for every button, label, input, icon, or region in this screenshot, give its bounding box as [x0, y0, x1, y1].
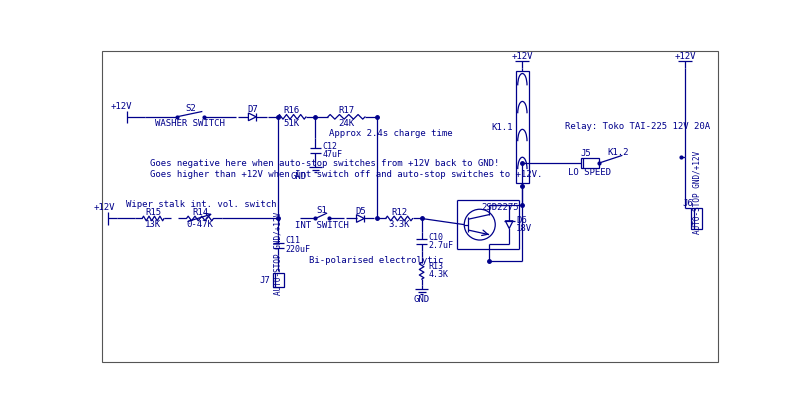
Text: R16: R16: [284, 106, 300, 115]
Text: R17: R17: [338, 106, 354, 115]
Text: LO SPEED: LO SPEED: [568, 168, 611, 177]
Text: Bi-polarised electrolytic: Bi-polarised electrolytic: [310, 256, 444, 265]
Text: 47uF: 47uF: [322, 150, 342, 159]
Text: R15: R15: [145, 208, 161, 217]
Text: 18V: 18V: [516, 224, 532, 233]
Text: AUTO-STOP GND/+12V: AUTO-STOP GND/+12V: [274, 212, 282, 295]
Text: Approx 2.4s charge time: Approx 2.4s charge time: [329, 129, 452, 138]
Text: INT SWITCH: INT SWITCH: [295, 221, 349, 230]
Text: 3.3K: 3.3K: [389, 220, 410, 229]
Text: J5: J5: [581, 149, 591, 158]
Text: GND: GND: [414, 295, 430, 304]
Text: 2SD2275: 2SD2275: [482, 203, 519, 212]
Text: WASHER SWITCH: WASHER SWITCH: [155, 119, 226, 128]
Text: C10: C10: [429, 233, 443, 242]
Text: J6: J6: [682, 199, 693, 208]
Text: S2: S2: [185, 104, 196, 113]
Text: 4.3K: 4.3K: [429, 270, 449, 279]
Text: 13K: 13K: [145, 220, 161, 229]
Text: C12: C12: [322, 142, 338, 151]
Bar: [691, 208, 702, 229]
Text: Goes higher than +12V when Int switch off and auto-stop switches to +12V.: Goes higher than +12V when Int switch of…: [150, 170, 542, 179]
Bar: [516, 72, 529, 183]
Text: 2.7uF: 2.7uF: [429, 241, 454, 250]
Text: GND: GND: [290, 173, 306, 182]
Text: 24K: 24K: [338, 119, 354, 128]
Text: 220uF: 220uF: [286, 245, 310, 254]
Text: 51K: 51K: [284, 119, 300, 128]
Text: R14: R14: [192, 208, 208, 217]
Text: Goes negative here when auto-stop switches from +12V back to GND!: Goes negative here when auto-stop switch…: [150, 159, 500, 168]
Text: AUTO-STOP GND/+12V: AUTO-STOP GND/+12V: [692, 151, 702, 234]
Text: D5: D5: [355, 207, 366, 216]
Text: +12V: +12V: [674, 52, 696, 61]
Text: J7: J7: [260, 276, 270, 285]
Text: S1: S1: [317, 205, 327, 214]
Bar: [273, 273, 284, 287]
Text: C11: C11: [286, 236, 300, 245]
Bar: [581, 157, 599, 169]
Text: 0-47K: 0-47K: [186, 220, 214, 229]
Text: D6: D6: [516, 216, 527, 225]
Text: +12V: +12V: [111, 101, 133, 110]
Text: R12: R12: [391, 208, 407, 217]
Text: Wiper stalk int. vol. switch: Wiper stalk int. vol. switch: [126, 200, 276, 209]
Text: D7: D7: [247, 106, 258, 115]
Text: +12V: +12V: [94, 203, 115, 212]
Text: Relay: Toko TAI-225 12V 20A: Relay: Toko TAI-225 12V 20A: [565, 121, 710, 130]
Text: K1.1: K1.1: [491, 123, 513, 132]
Text: +12V: +12V: [512, 52, 533, 61]
Text: K1.2: K1.2: [608, 148, 630, 157]
Text: R13: R13: [429, 263, 443, 272]
